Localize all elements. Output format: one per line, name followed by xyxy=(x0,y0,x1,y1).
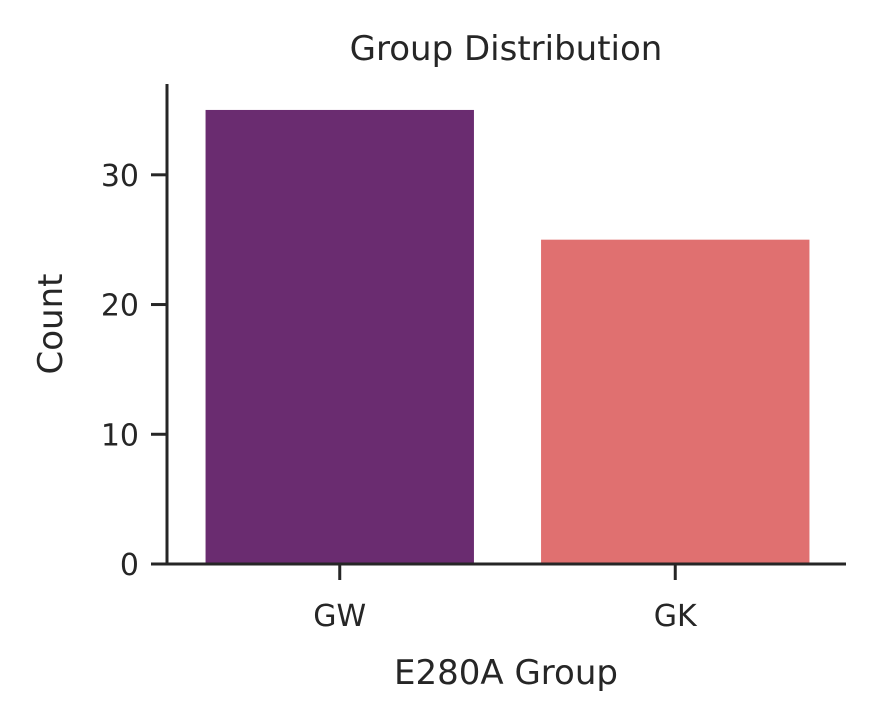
y-tick-label: 0 xyxy=(120,548,139,583)
bars-layer xyxy=(205,109,810,565)
bar-gw xyxy=(205,109,474,564)
x-tick-label: GW xyxy=(313,599,366,634)
y-axis-label: Count xyxy=(31,274,71,375)
x-ticks-layer: GW GK xyxy=(313,564,698,634)
y-tick-label: 20 xyxy=(101,289,139,324)
y-ticks-layer: 0 10 20 30 xyxy=(101,159,167,583)
chart-title: Group Distribution xyxy=(350,29,663,69)
x-axis-label: E280A Group xyxy=(394,653,618,693)
y-tick-label: 10 xyxy=(101,418,139,453)
bar-gk xyxy=(541,239,810,565)
y-tick-label: 30 xyxy=(101,159,139,194)
x-tick-label: GK xyxy=(654,599,698,634)
